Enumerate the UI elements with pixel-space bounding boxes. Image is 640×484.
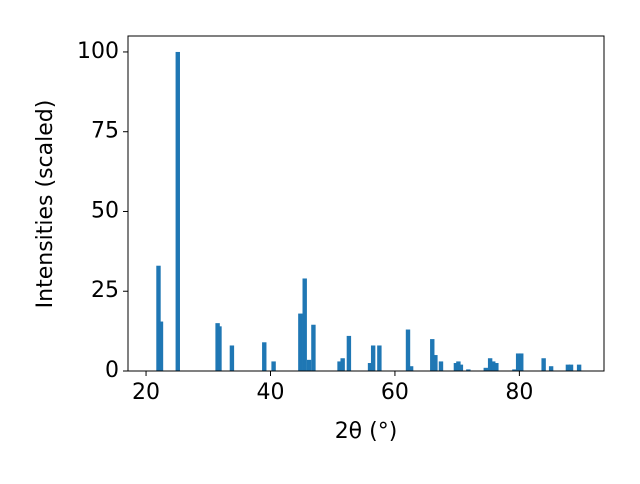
bar	[298, 313, 303, 371]
x-tick-label: 40	[256, 380, 284, 405]
bar	[548, 366, 554, 371]
bar	[458, 364, 464, 371]
bar	[337, 361, 342, 371]
bar	[158, 321, 164, 371]
x-tick-label: 60	[381, 380, 409, 405]
bar	[346, 335, 352, 371]
y-tick-label: 75	[91, 119, 119, 144]
bar	[262, 342, 267, 371]
x-axis-label: 2θ (°)	[335, 419, 398, 444]
bar	[515, 353, 521, 371]
bar	[156, 265, 161, 371]
plot-frame	[127, 35, 605, 372]
bar	[340, 358, 345, 371]
y-tick-label: 50	[91, 198, 119, 223]
bar	[217, 326, 222, 371]
bar	[483, 367, 488, 371]
bar	[491, 361, 496, 371]
bar	[487, 358, 493, 371]
bar	[370, 345, 376, 371]
bar	[377, 345, 382, 371]
bar	[175, 51, 180, 371]
bar	[367, 363, 373, 371]
y-tick-label: 25	[91, 278, 119, 303]
x-tick-label: 80	[505, 380, 533, 405]
y-axis-label: Intensities (scaled)	[33, 100, 58, 309]
bar	[302, 278, 307, 371]
bar	[408, 366, 414, 371]
bar	[512, 369, 517, 371]
bar	[456, 361, 461, 371]
bar	[565, 364, 571, 371]
bar	[405, 329, 411, 371]
bar	[438, 361, 444, 371]
y-tick-label: 100	[77, 39, 119, 64]
bar	[430, 339, 435, 371]
bar	[229, 345, 235, 371]
bar	[311, 324, 316, 371]
bar	[576, 364, 582, 371]
bar	[466, 369, 471, 371]
y-tick-label: 0	[105, 358, 119, 383]
bar	[568, 364, 574, 371]
bar	[519, 353, 524, 371]
bar	[306, 359, 312, 371]
bar	[271, 361, 276, 371]
bar	[453, 363, 459, 371]
bar	[433, 355, 438, 371]
x-tick-label: 20	[132, 380, 160, 405]
bar	[494, 363, 499, 371]
bar	[541, 358, 546, 371]
